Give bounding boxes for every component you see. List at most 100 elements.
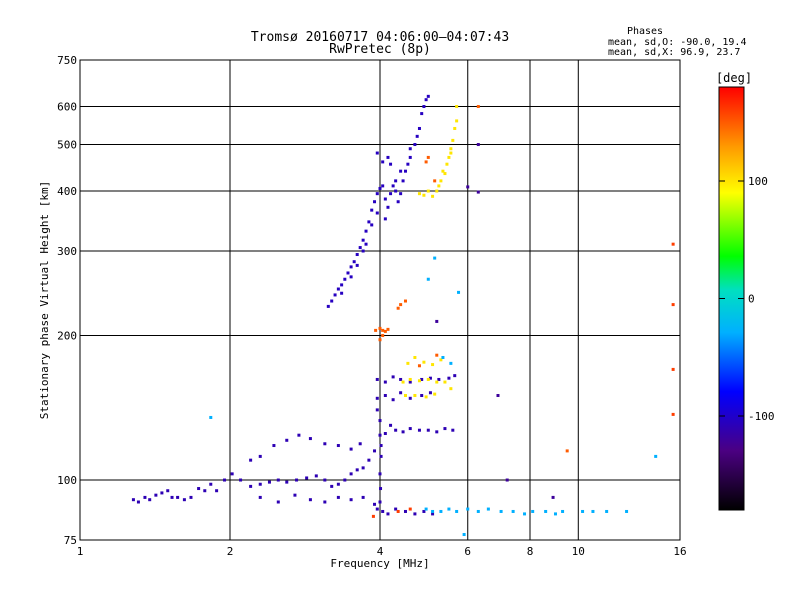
- data-point: [565, 449, 569, 453]
- data-point: [375, 396, 379, 400]
- chart-subtitle: RwPretec (8p): [329, 42, 431, 57]
- data-point: [443, 172, 447, 176]
- data-point: [451, 138, 455, 142]
- data-point: [415, 134, 419, 138]
- data-point: [399, 192, 403, 196]
- data-point: [417, 192, 421, 196]
- data-point: [361, 238, 365, 242]
- data-point: [176, 495, 180, 499]
- data-point: [401, 380, 405, 384]
- data-point: [511, 509, 515, 513]
- data-point: [408, 377, 412, 381]
- data-point: [276, 478, 280, 482]
- data-point: [355, 253, 359, 257]
- data-point: [383, 432, 387, 436]
- data-point: [561, 509, 565, 513]
- data-point: [239, 478, 243, 482]
- data-point: [431, 194, 435, 198]
- data-point: [420, 112, 424, 116]
- data-point: [349, 447, 353, 451]
- data-point: [486, 507, 490, 511]
- data-point: [383, 380, 387, 384]
- data-point: [391, 398, 395, 402]
- data-point: [581, 509, 585, 513]
- data-point: [323, 442, 327, 446]
- data-point: [466, 507, 470, 511]
- data-point: [182, 498, 186, 502]
- data-point: [408, 427, 412, 431]
- data-point: [358, 246, 362, 250]
- data-point: [374, 328, 378, 332]
- data-point: [654, 454, 658, 458]
- data-point: [406, 162, 410, 166]
- data-point: [523, 512, 527, 516]
- data-point: [457, 290, 461, 294]
- data-point: [305, 476, 309, 480]
- data-point: [428, 391, 432, 395]
- data-point: [417, 364, 421, 368]
- data-point: [433, 179, 437, 183]
- legend-line-o: mean, sd,O: -90.0, 19.4: [608, 37, 746, 48]
- data-point: [336, 444, 340, 448]
- data-point: [422, 193, 426, 197]
- data-point: [449, 387, 453, 391]
- data-point: [386, 327, 390, 331]
- x-tick-label: 2: [227, 545, 234, 558]
- data-point: [378, 433, 382, 437]
- data-point: [381, 328, 385, 332]
- data-point: [143, 495, 147, 499]
- data-point: [476, 190, 480, 194]
- data-point: [379, 487, 383, 491]
- colorbar-tick-label: -100: [748, 410, 775, 423]
- data-point: [378, 500, 382, 504]
- y-tick-label: 400: [57, 185, 77, 198]
- data-point: [476, 143, 480, 147]
- data-point: [403, 509, 407, 513]
- data-point: [455, 509, 459, 513]
- data-points: [131, 94, 675, 537]
- data-point: [435, 380, 439, 384]
- data-point: [370, 208, 374, 212]
- data-point: [431, 512, 435, 516]
- data-point: [330, 484, 334, 488]
- data-point: [553, 512, 557, 516]
- colorbar-tick-label: 0: [748, 293, 755, 306]
- data-point: [455, 119, 459, 123]
- colorbar-label: [deg]: [716, 71, 752, 85]
- data-point: [408, 507, 412, 511]
- data-point: [408, 147, 412, 151]
- data-point: [476, 105, 480, 109]
- y-tick-label: 200: [57, 330, 77, 343]
- data-point: [399, 303, 403, 307]
- data-point: [355, 468, 359, 472]
- data-point: [424, 98, 428, 102]
- data-point: [375, 211, 379, 215]
- data-point: [367, 458, 371, 462]
- x-tick-label: 1: [77, 545, 84, 558]
- x-tick-label: 10: [572, 545, 585, 558]
- data-point: [381, 160, 385, 164]
- data-point: [433, 392, 437, 396]
- grid-lines: [80, 60, 680, 540]
- data-point: [453, 374, 457, 378]
- data-point: [447, 155, 451, 159]
- data-point: [408, 155, 412, 159]
- data-point: [396, 509, 400, 513]
- data-point: [408, 380, 412, 384]
- data-point: [403, 169, 407, 173]
- data-point: [437, 377, 441, 381]
- data-point: [367, 220, 371, 224]
- y-tick-label: 100: [57, 474, 77, 487]
- data-point: [375, 408, 379, 412]
- data-point: [426, 155, 430, 159]
- data-point: [346, 271, 350, 275]
- plot-frame: [79, 59, 681, 541]
- data-point: [336, 287, 340, 291]
- data-point: [426, 377, 430, 381]
- data-point: [455, 105, 459, 109]
- data-point: [413, 355, 417, 359]
- x-tick-labels: 1 2 4 6 8 10 16: [77, 545, 687, 558]
- data-point: [336, 482, 340, 486]
- data-point: [417, 379, 421, 383]
